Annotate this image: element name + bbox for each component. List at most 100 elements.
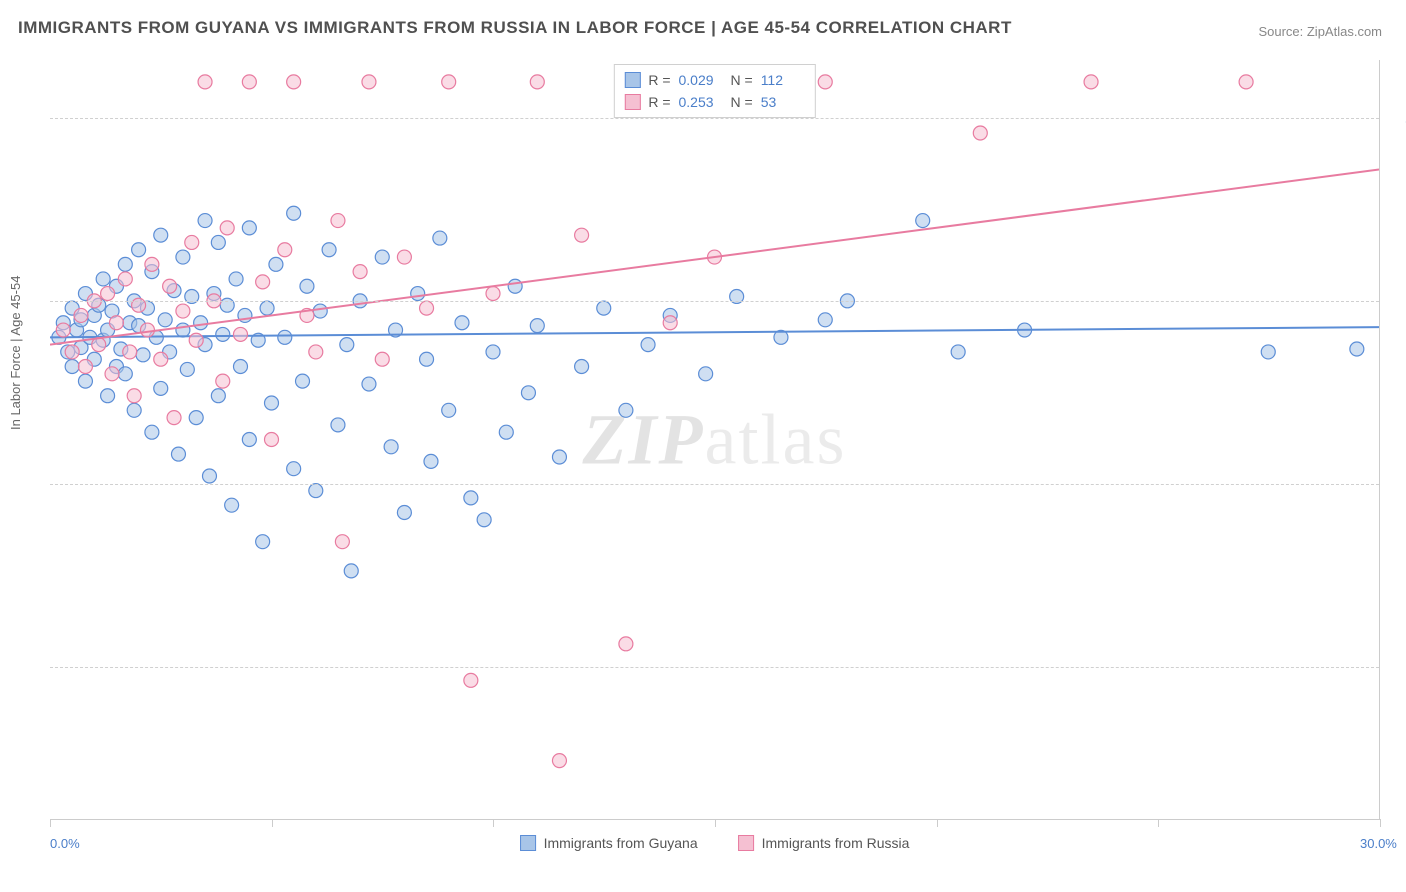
data-point bbox=[362, 75, 376, 89]
data-point bbox=[331, 418, 345, 432]
legend-n-value-russia: 53 bbox=[761, 94, 805, 110]
data-point bbox=[300, 279, 314, 293]
data-point bbox=[375, 352, 389, 366]
data-point bbox=[101, 389, 115, 403]
data-point bbox=[145, 257, 159, 271]
gridline bbox=[50, 118, 1379, 119]
source-label: Source: ZipAtlas.com bbox=[1258, 24, 1382, 39]
legend-row-guyana: R = 0.029 N = 112 bbox=[624, 69, 804, 91]
data-point bbox=[375, 250, 389, 264]
data-point bbox=[136, 348, 150, 362]
data-point bbox=[499, 425, 513, 439]
data-point bbox=[575, 360, 589, 374]
legend-n-label: N = bbox=[731, 94, 753, 110]
data-point bbox=[216, 327, 230, 341]
data-point bbox=[433, 231, 447, 245]
data-point bbox=[818, 313, 832, 327]
data-point bbox=[154, 352, 168, 366]
legend-r-label: R = bbox=[648, 72, 670, 88]
data-point bbox=[260, 301, 274, 315]
data-point bbox=[269, 257, 283, 271]
data-point bbox=[455, 316, 469, 330]
data-point bbox=[916, 214, 930, 228]
data-point bbox=[477, 513, 491, 527]
data-point bbox=[233, 327, 247, 341]
x-tick bbox=[50, 819, 51, 827]
data-point bbox=[552, 450, 566, 464]
data-point bbox=[105, 367, 119, 381]
data-point bbox=[420, 352, 434, 366]
y-tick-label: 100.0% bbox=[1389, 111, 1406, 126]
data-point bbox=[575, 228, 589, 242]
data-point bbox=[641, 338, 655, 352]
x-tick bbox=[272, 819, 273, 827]
data-point bbox=[699, 367, 713, 381]
data-point bbox=[973, 126, 987, 140]
trend-line bbox=[50, 327, 1379, 337]
data-point bbox=[96, 272, 110, 286]
data-point bbox=[216, 374, 230, 388]
data-point bbox=[127, 403, 141, 417]
legend-swatch-guyana bbox=[520, 835, 536, 851]
data-point bbox=[171, 447, 185, 461]
y-tick-label: 87.5% bbox=[1389, 294, 1406, 309]
data-point bbox=[78, 374, 92, 388]
data-point bbox=[109, 316, 123, 330]
data-point bbox=[287, 75, 301, 89]
x-tick bbox=[715, 819, 716, 827]
data-point bbox=[118, 367, 132, 381]
x-tick-label: 0.0% bbox=[50, 836, 80, 851]
data-point bbox=[530, 75, 544, 89]
data-point bbox=[951, 345, 965, 359]
data-point bbox=[331, 214, 345, 228]
data-point bbox=[242, 75, 256, 89]
data-point bbox=[265, 396, 279, 410]
data-point bbox=[211, 235, 225, 249]
data-point bbox=[309, 345, 323, 359]
data-point bbox=[265, 433, 279, 447]
data-point bbox=[442, 403, 456, 417]
data-point bbox=[127, 389, 141, 403]
data-point bbox=[189, 411, 203, 425]
data-point bbox=[154, 228, 168, 242]
gridline bbox=[50, 484, 1379, 485]
scatter-svg bbox=[50, 60, 1379, 819]
legend-label-guyana: Immigrants from Guyana bbox=[544, 835, 698, 851]
data-point bbox=[140, 323, 154, 337]
data-point bbox=[198, 214, 212, 228]
data-point bbox=[158, 313, 172, 327]
data-point bbox=[411, 287, 425, 301]
legend-r-label: R = bbox=[648, 94, 670, 110]
data-point bbox=[296, 374, 310, 388]
data-point bbox=[145, 425, 159, 439]
data-point bbox=[176, 250, 190, 264]
data-point bbox=[225, 498, 239, 512]
data-point bbox=[287, 206, 301, 220]
data-point bbox=[65, 345, 79, 359]
data-point bbox=[384, 440, 398, 454]
data-point bbox=[508, 279, 522, 293]
data-point bbox=[486, 287, 500, 301]
data-point bbox=[619, 403, 633, 417]
data-point bbox=[619, 637, 633, 651]
data-point bbox=[101, 287, 115, 301]
data-point bbox=[176, 323, 190, 337]
y-tick-label: 75.0% bbox=[1389, 476, 1406, 491]
data-point bbox=[118, 272, 132, 286]
legend-row-russia: R = 0.253 N = 53 bbox=[624, 91, 804, 113]
data-point bbox=[464, 673, 478, 687]
data-point bbox=[56, 323, 70, 337]
data-point bbox=[1239, 75, 1253, 89]
gridline bbox=[50, 301, 1379, 302]
data-point bbox=[322, 243, 336, 257]
data-point bbox=[818, 75, 832, 89]
data-point bbox=[663, 316, 677, 330]
data-point bbox=[220, 221, 234, 235]
data-point bbox=[242, 433, 256, 447]
x-tick-label: 30.0% bbox=[1360, 836, 1397, 851]
data-point bbox=[344, 564, 358, 578]
y-axis-label: In Labor Force | Age 45-54 bbox=[8, 276, 23, 430]
legend-r-value-guyana: 0.029 bbox=[679, 72, 723, 88]
data-point bbox=[242, 221, 256, 235]
data-point bbox=[464, 491, 478, 505]
